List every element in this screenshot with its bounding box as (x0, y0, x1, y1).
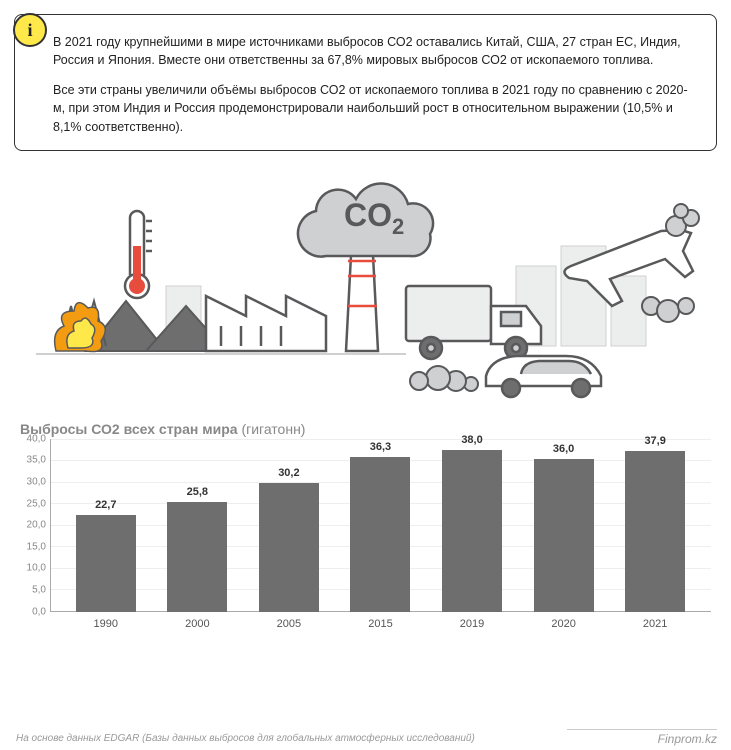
bar-wrap: 30,2 (249, 467, 329, 611)
bar-value-label: 22,7 (95, 499, 116, 511)
bar-value-label: 36,3 (370, 441, 391, 453)
bar (76, 515, 136, 611)
y-tick: 40,0 (27, 433, 46, 444)
y-tick: 35,0 (27, 455, 46, 466)
x-label: 2020 (524, 614, 604, 634)
chart-title: Выбросы СО2 всех стран мира (гигатонн) (20, 421, 711, 437)
bar-wrap: 36,0 (524, 443, 604, 612)
bar-wrap: 36,3 (340, 441, 420, 611)
bar (534, 459, 594, 612)
bar (167, 502, 227, 612)
y-tick: 5,0 (32, 585, 46, 596)
chart-section: Выбросы СО2 всех стран мира (гигатонн) 0… (20, 421, 711, 634)
x-label: 2021 (615, 614, 695, 634)
bar-value-label: 38,0 (461, 434, 482, 446)
x-label: 2000 (157, 614, 237, 634)
bar (350, 457, 410, 611)
y-tick: 0,0 (32, 606, 46, 617)
chart-title-unit: (гигатонн) (241, 421, 305, 437)
x-label: 2019 (432, 614, 512, 634)
bar-wrap: 25,8 (157, 486, 237, 612)
y-tick: 30,0 (27, 476, 46, 487)
bar (442, 450, 502, 612)
x-label: 1990 (66, 614, 146, 634)
chart-bars: 22,725,830,236,338,036,037,9 (50, 439, 711, 612)
brand-watermark: Finprom.kz (567, 729, 717, 746)
x-axis: 1990 2000 2005 2015 2019 2020 2021 (50, 614, 711, 634)
bar-value-label: 25,8 (187, 486, 208, 498)
y-axis: 0,05,010,015,020,025,030,035,040,0 (20, 439, 50, 612)
info-icon: i (13, 13, 47, 47)
x-label: 2005 (249, 614, 329, 634)
bar-wrap: 38,0 (432, 434, 512, 612)
footnote: На основе данных EDGAR (Базы данных выбр… (16, 733, 475, 744)
bar-value-label: 36,0 (553, 443, 574, 455)
x-label: 2015 (340, 614, 420, 634)
chart-title-bold: Выбросы СО2 всех стран мира (20, 421, 238, 437)
info-box: i В 2021 году крупнейшими в мире источни… (14, 14, 717, 151)
bar-wrap: 37,9 (615, 435, 695, 612)
chart-area: 0,05,010,015,020,025,030,035,040,0 22,72… (20, 439, 711, 634)
illustration-svg: CO2 (26, 156, 706, 416)
bar (259, 483, 319, 611)
info-paragraph-2: Все эти страны увеличили объёмы выбросов… (53, 81, 698, 135)
bar (625, 451, 685, 612)
y-tick: 20,0 (27, 520, 46, 531)
y-tick: 15,0 (27, 541, 46, 552)
bar-wrap: 22,7 (66, 499, 146, 611)
y-tick: 25,0 (27, 498, 46, 509)
bar-value-label: 37,9 (644, 435, 665, 447)
bar-value-label: 30,2 (278, 467, 299, 479)
y-tick: 10,0 (27, 563, 46, 574)
info-paragraph-1: В 2021 году крупнейшими в мире источника… (53, 33, 698, 69)
co2-illustration: CO2 (0, 151, 731, 421)
